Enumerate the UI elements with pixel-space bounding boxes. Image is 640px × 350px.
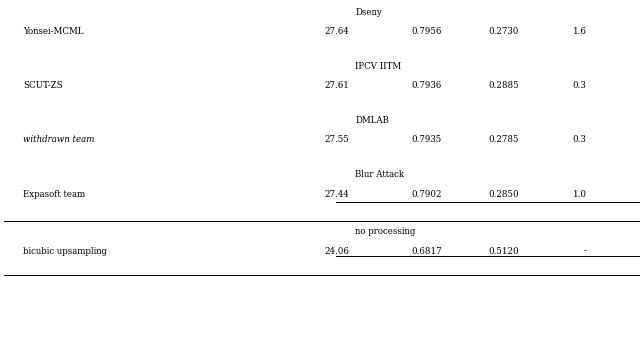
Text: IPCV IITM: IPCV IITM <box>355 62 401 71</box>
Text: 27.55: 27.55 <box>324 135 349 144</box>
Text: Blur Attack: Blur Attack <box>355 170 404 179</box>
Text: 0.3: 0.3 <box>573 135 586 144</box>
Text: 27.64: 27.64 <box>324 27 349 36</box>
Text: SCUT-ZS: SCUT-ZS <box>23 81 63 90</box>
Text: 0.7956: 0.7956 <box>412 27 442 36</box>
Text: 0.2885: 0.2885 <box>488 81 518 90</box>
Text: no processing: no processing <box>355 228 415 236</box>
Text: 0.6817: 0.6817 <box>411 247 442 256</box>
Text: 1.0: 1.0 <box>572 190 586 198</box>
Text: 0.2730: 0.2730 <box>488 27 518 36</box>
Text: 0.5120: 0.5120 <box>488 247 518 256</box>
Text: 0.2850: 0.2850 <box>488 190 518 198</box>
Text: -: - <box>584 247 586 256</box>
Text: 0.7935: 0.7935 <box>412 135 442 144</box>
Text: 0.7902: 0.7902 <box>411 190 442 198</box>
Text: 27.61: 27.61 <box>324 81 349 90</box>
Text: withdrawn team: withdrawn team <box>23 135 95 144</box>
Text: 27.44: 27.44 <box>324 190 349 198</box>
Text: 0.3: 0.3 <box>573 81 586 90</box>
Text: Dseny: Dseny <box>355 8 382 16</box>
Text: Yonsei-MCML: Yonsei-MCML <box>23 27 84 36</box>
Text: 1.6: 1.6 <box>573 27 586 36</box>
Text: bicubic upsampling: bicubic upsampling <box>23 247 108 256</box>
Text: DMLAB: DMLAB <box>355 116 389 125</box>
Text: 0.7936: 0.7936 <box>412 81 442 90</box>
Text: Expasoft team: Expasoft team <box>23 190 85 198</box>
Text: 24.06: 24.06 <box>324 247 349 256</box>
Text: 0.2785: 0.2785 <box>488 135 518 144</box>
